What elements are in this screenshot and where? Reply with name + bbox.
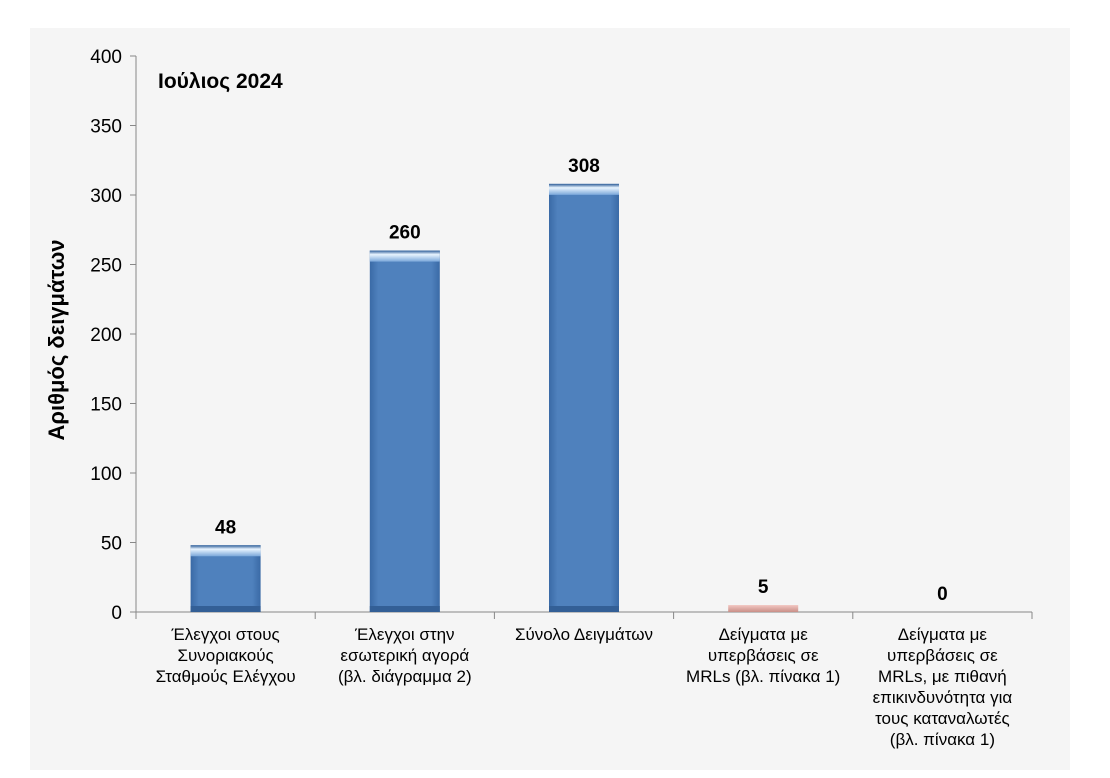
category-label: Δείγματα με υπερβάσεις σε MRLs, με πιθανή ε…	[873, 625, 1013, 749]
data-label: 48	[215, 517, 236, 538]
bar	[728, 605, 799, 612]
y-tick-label: 200	[90, 325, 122, 346]
category-label: Έλεγχοι στην εσωτερική αγορά (βλ. διάγραμμ…	[338, 625, 472, 686]
data-label: 260	[389, 223, 421, 244]
bar-highlight	[190, 545, 261, 557]
bar	[549, 183, 619, 612]
y-tick-label: 50	[101, 534, 122, 555]
y-tick-label: 100	[90, 464, 122, 485]
y-tick-label: 0	[111, 603, 122, 624]
category-label: Έλεγχοι στους Συνοριακούς Σταθμούς Ελέγχου	[156, 625, 296, 686]
y-axis-label: Αριθμός δειγμάτων	[44, 239, 69, 440]
chart-title: Ιούλιος 2024	[158, 70, 283, 93]
bar-base	[549, 606, 619, 612]
bar	[190, 545, 261, 612]
y-tick-label: 250	[90, 256, 122, 277]
category-label: Σύνολο Δειγμάτων	[515, 625, 653, 644]
bar-highlight	[369, 250, 440, 262]
category-label: Δείγματα με υπερβάσεις σε MRLs (βλ. πίνακα…	[686, 625, 840, 686]
bar-base	[190, 606, 261, 612]
y-tick-label: 400	[90, 47, 122, 68]
bar	[369, 250, 440, 612]
data-label: 308	[568, 156, 600, 177]
y-tick-label: 300	[90, 186, 122, 207]
y-tick-label: 350	[90, 117, 122, 138]
bar-base	[369, 606, 440, 612]
bar-highlight	[549, 183, 619, 195]
data-label: 0	[937, 584, 948, 605]
data-label: 5	[758, 577, 769, 598]
y-tick-label: 150	[90, 395, 122, 416]
